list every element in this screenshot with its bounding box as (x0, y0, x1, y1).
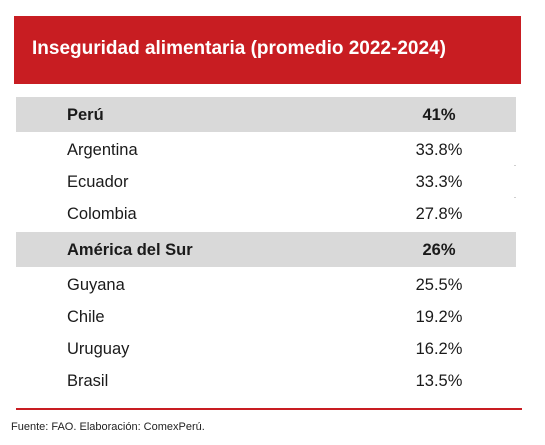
country-name: Perú (67, 106, 104, 124)
percentage-value: 33.3% (415, 173, 463, 191)
table-row-highlight: América del Sur 26% (16, 232, 516, 267)
percentage-value: 16.2% (415, 340, 463, 358)
divider-tick (514, 197, 516, 198)
country-name: Guyana (67, 276, 125, 294)
table-row: Argentina 33.8% (16, 134, 516, 166)
percentage-value: 13.5% (415, 372, 463, 390)
region-name: América del Sur (67, 241, 193, 259)
title-banner: Inseguridad alimentaria (promedio 2022-2… (14, 16, 521, 84)
country-name: Chile (67, 308, 105, 326)
table-row: Colombia 27.8% (16, 198, 516, 230)
percentage-value: 33.8% (415, 141, 463, 159)
table-title: Inseguridad alimentaria (promedio 2022-2… (32, 38, 446, 59)
data-table: Perú 41% Argentina 33.8% Ecuador 33.3% C… (16, 97, 516, 397)
percentage-value: 26% (422, 241, 456, 259)
table-row: Ecuador 33.3% (16, 166, 516, 198)
percentage-value: 27.8% (415, 205, 463, 223)
country-name: Ecuador (67, 173, 129, 191)
table-row: Brasil 13.5% (16, 365, 516, 397)
country-name: Colombia (67, 205, 137, 223)
table-row: Chile 19.2% (16, 301, 516, 333)
percentage-value: 25.5% (415, 276, 463, 294)
country-name: Uruguay (67, 340, 130, 358)
percentage-value: 19.2% (415, 308, 463, 326)
divider-tick (514, 165, 516, 166)
table-row-highlight: Perú 41% (16, 97, 516, 132)
country-name: Brasil (67, 372, 109, 390)
source-note: Fuente: FAO. Elaboración: ComexPerú. (11, 421, 205, 433)
footer-rule (16, 408, 522, 410)
table-row: Guyana 25.5% (16, 269, 516, 301)
country-name: Argentina (67, 141, 138, 159)
percentage-value: 41% (422, 106, 456, 124)
table-row: Uruguay 16.2% (16, 333, 516, 365)
